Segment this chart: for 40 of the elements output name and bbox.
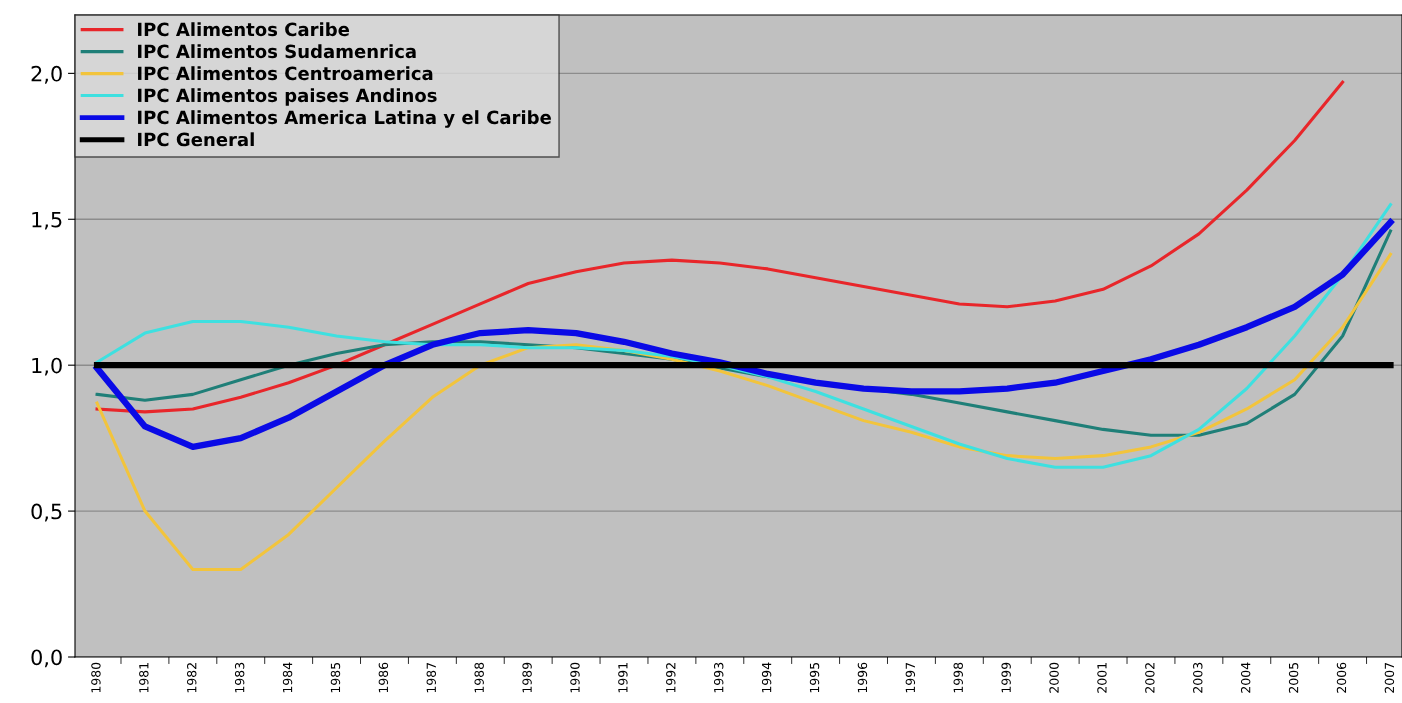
y-tick-label: 0,0 (31, 649, 62, 668)
legend-label: IPC Alimentos America Latina y el Caribe (138, 110, 551, 128)
y-tick-label: 0,5 (31, 503, 62, 522)
x-tick-label: 1980 (91, 662, 101, 693)
x-tick-label: 1998 (953, 662, 963, 693)
x-tick-label: 1989 (522, 662, 532, 693)
x-tick-label: 2006 (1336, 662, 1347, 693)
x-tick-label: 1994 (761, 662, 772, 693)
x-tick-label: 2000 (1049, 662, 1059, 693)
line-series (95, 80, 1345, 414)
x-tick-label: 1981 (139, 663, 149, 693)
x-tick-label: 1990 (570, 662, 580, 693)
y-tick-label: 2,0 (31, 65, 62, 84)
y-tick-label: 1,0 (32, 357, 62, 376)
x-tick-label: 1993 (713, 662, 724, 693)
legend-label: IPC Alimentos Centroamerica (138, 66, 433, 81)
x-tick-label: 2007 (1384, 662, 1395, 693)
x-tick-label: 1996 (857, 662, 868, 693)
legend-label: IPC General (138, 132, 254, 147)
x-tick-label: 1997 (905, 662, 916, 693)
x-tick-label: 2004 (1240, 662, 1251, 693)
x-tick-label: 1985 (330, 662, 341, 693)
x-tick-label: 1991 (618, 663, 628, 693)
x-tick-label: 1984 (282, 662, 293, 693)
x-tick-label: 1995 (809, 662, 820, 693)
x-tick-label: 1988 (474, 662, 484, 693)
x-tick-label: 1983 (234, 662, 245, 693)
x-tick-label: 2005 (1288, 662, 1299, 693)
legend-label: IPC Alimentos paises Andinos (138, 88, 437, 106)
x-tick-label: 2003 (1193, 662, 1203, 693)
x-tick-label: 1999 (1001, 662, 1011, 693)
y-tick-label: 1,5 (32, 212, 62, 230)
x-tick-label: 1982 (187, 663, 197, 693)
x-tick-label: 2002 (1145, 663, 1155, 693)
legend-label: IPC Alimentos Sudamenrica (138, 44, 416, 59)
x-tick-label: 1986 (378, 662, 389, 693)
x-tick-label: 1987 (426, 662, 437, 693)
x-tick-label: 1992 (666, 663, 676, 693)
legend-label: IPC Alimentos Caribe (138, 22, 350, 37)
x-tick-label: 2001 (1097, 663, 1107, 693)
